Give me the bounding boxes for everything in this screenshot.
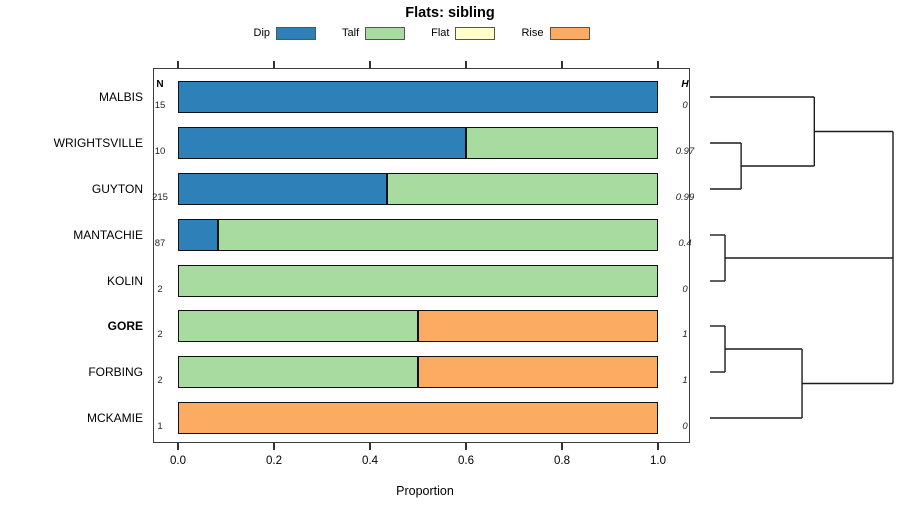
legend-label: Flat — [431, 27, 450, 39]
stacked-bar-gore — [178, 310, 658, 342]
stacked-bar-mantachie — [178, 219, 658, 251]
x-tick-label: 0.2 — [266, 455, 282, 467]
legend-item-talf: Talf — [342, 26, 406, 40]
bar-segment-talf — [178, 356, 418, 388]
x-tick-label: 0.8 — [554, 455, 570, 467]
stacked-bar-kolin — [178, 265, 658, 297]
legend-swatch — [455, 26, 496, 40]
legend-swatch — [549, 26, 590, 40]
n-value: 2 — [157, 284, 163, 295]
legend-item-dip: Dip — [253, 26, 317, 40]
x-axis-label: Proportion — [396, 484, 454, 498]
bar-segment-talf — [217, 219, 658, 251]
bar-segment-talf — [466, 127, 658, 159]
row-label-wrightsville: WRIGHTSVILLE — [53, 136, 143, 150]
bar-segment-talf — [386, 173, 658, 205]
x-tick-top — [561, 61, 563, 68]
n-value: 2 — [157, 329, 163, 340]
row-label-kolin: KOLIN — [106, 274, 143, 288]
legend-swatch — [365, 26, 406, 40]
x-tick-bottom — [273, 443, 275, 450]
bar-segment-dip — [178, 127, 466, 159]
n-value: 1 — [157, 421, 163, 432]
x-tick-top — [369, 61, 371, 68]
n-value: 15 — [154, 100, 166, 111]
x-tick-bottom — [465, 443, 467, 450]
bar-segment-dip — [178, 173, 387, 205]
legend: Dip Talf Flat Rise — [153, 25, 690, 41]
stacked-bar-malbis — [178, 81, 658, 113]
legend-label: Dip — [253, 27, 271, 39]
stacked-bar-guyton — [178, 173, 658, 205]
h-value: 1 — [682, 375, 688, 386]
x-tick-bottom — [369, 443, 371, 450]
plot-box — [153, 68, 690, 443]
row-label-forbing: FORBING — [88, 365, 143, 379]
row-label-mckamie: MCKAMIE — [86, 411, 143, 425]
chart-title: Flats: sibling — [405, 5, 495, 21]
legend-label: Rise — [521, 27, 544, 39]
x-tick-bottom — [561, 443, 563, 450]
h-value: 0.99 — [675, 192, 695, 203]
h-value: 0.4 — [678, 238, 692, 249]
n-value: 10 — [154, 146, 166, 157]
n-value: 2 — [157, 375, 163, 386]
h-value: 0 — [682, 284, 688, 295]
bar-segment-talf — [178, 310, 418, 342]
bar-segment-rise — [418, 310, 658, 342]
x-tick-top — [273, 61, 275, 68]
h-value: 1 — [682, 329, 688, 340]
bar-segment-dip — [178, 219, 218, 251]
n-value: 87 — [154, 238, 166, 249]
legend-item-rise: Rise — [521, 26, 590, 40]
x-tick-label: 1.0 — [650, 455, 666, 467]
legend-swatch — [276, 26, 317, 40]
n-column-header: N — [156, 79, 164, 90]
h-value: 0.97 — [675, 146, 695, 157]
row-label-mantachie: MANTACHIE — [73, 228, 143, 242]
bar-segment-talf — [178, 265, 658, 297]
h-value: 0 — [682, 421, 688, 432]
h-value: 0 — [682, 100, 688, 111]
bar-segment-rise — [178, 402, 658, 434]
x-tick-top — [465, 61, 467, 68]
x-tick-bottom — [177, 443, 179, 450]
stacked-bar-mckamie — [178, 402, 658, 434]
bar-segment-rise — [418, 356, 658, 388]
n-value: 215 — [152, 192, 168, 203]
row-label-guyton: GUYTON — [91, 182, 143, 196]
row-label-malbis: MALBIS — [98, 90, 143, 104]
h-column-header: H — [681, 79, 689, 90]
x-tick-label: 0.6 — [458, 455, 474, 467]
legend-item-flat: Flat — [431, 26, 496, 40]
stacked-bar-wrightsville — [178, 127, 658, 159]
bar-segment-dip — [178, 81, 658, 113]
x-tick-label: 0.0 — [170, 455, 186, 467]
row-label-gore: GORE — [107, 319, 143, 333]
legend-label: Talf — [342, 27, 360, 39]
x-tick-top — [177, 61, 179, 68]
x-tick-top — [657, 61, 659, 68]
x-tick-label: 0.4 — [362, 455, 378, 467]
x-tick-bottom — [657, 443, 659, 450]
stacked-bar-forbing — [178, 356, 658, 388]
